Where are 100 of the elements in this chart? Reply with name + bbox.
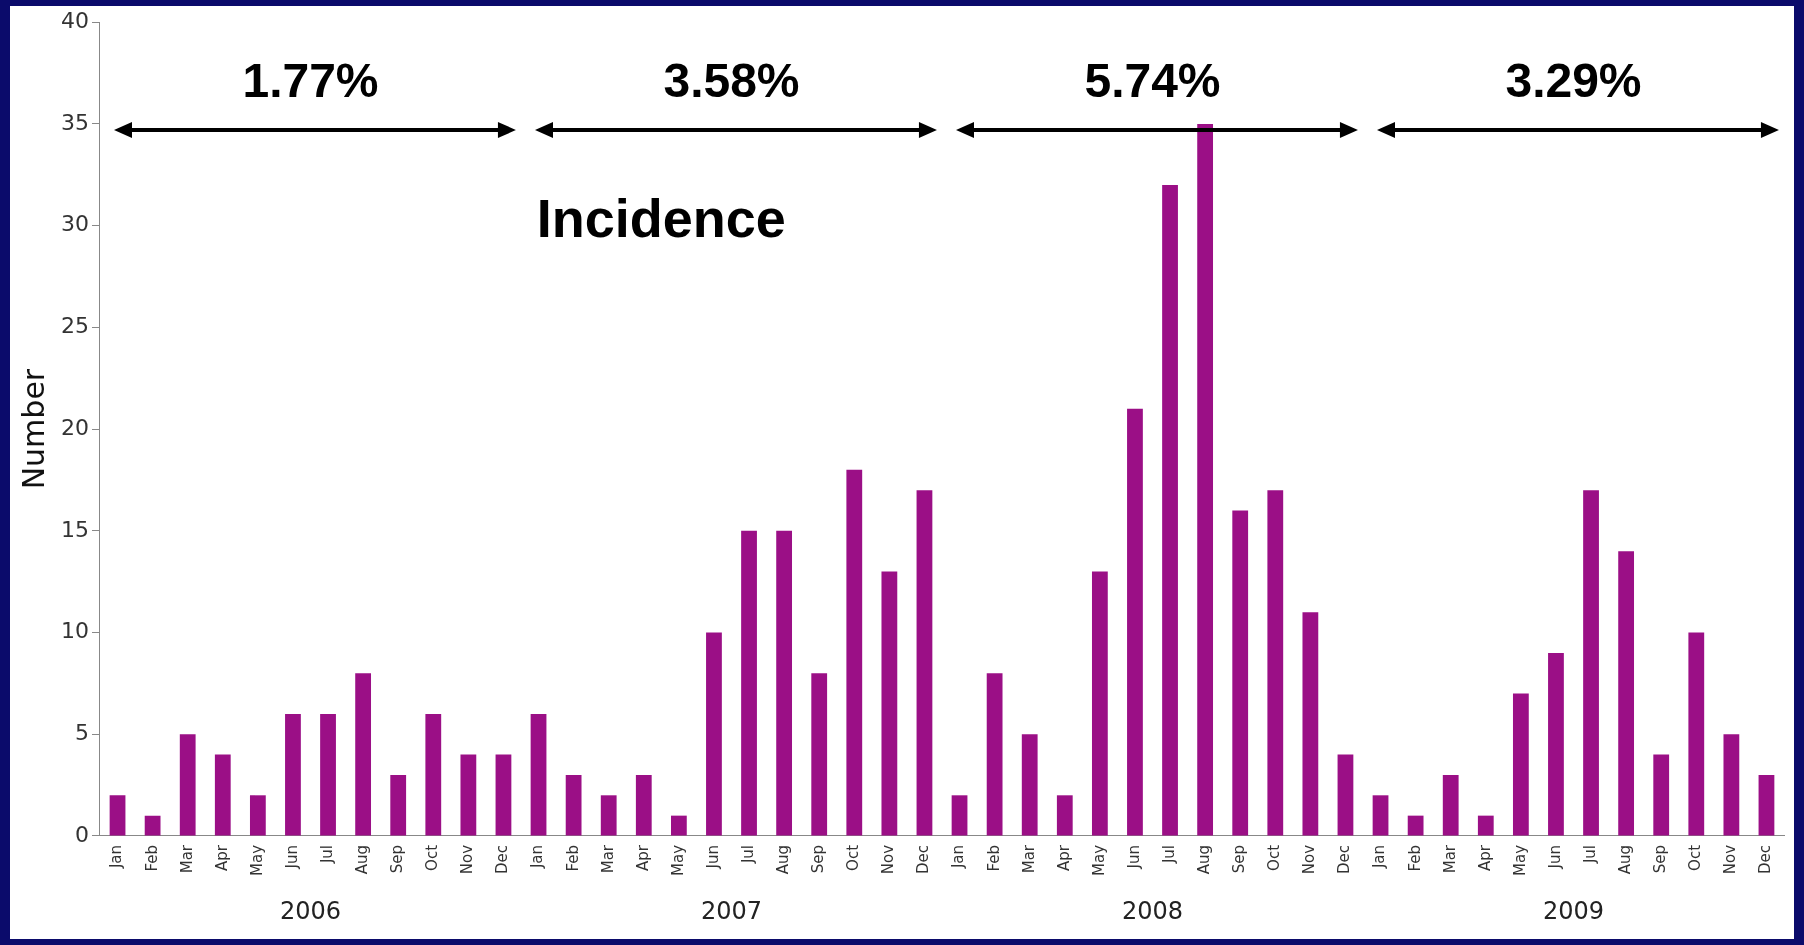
bar	[1548, 652, 1564, 836]
annotation: 5.74%	[1084, 54, 1221, 108]
bar	[600, 795, 617, 836]
x-tick-label: May	[668, 844, 687, 876]
annotation: 3.29%	[1505, 54, 1642, 108]
x-tick-label: Nov	[458, 844, 477, 875]
x-tick-label: May	[1089, 844, 1108, 876]
bar	[1477, 815, 1494, 836]
bar	[706, 632, 722, 836]
bar	[425, 713, 442, 836]
x-tick-label: Sep	[1230, 844, 1249, 874]
x-tick-label: Nov	[1721, 844, 1740, 875]
x-tick-label: Aug	[774, 844, 793, 875]
x-tick-label: Oct	[1265, 844, 1284, 871]
y-tick-label: 0	[74, 821, 89, 847]
bar	[951, 795, 968, 836]
bar	[846, 469, 863, 836]
bar	[776, 530, 793, 836]
x-tick-label: May	[247, 844, 266, 876]
x-tick-label: Nov	[879, 844, 898, 875]
bar	[1758, 774, 1775, 836]
bar	[1056, 795, 1073, 836]
bar	[635, 774, 652, 836]
bar	[1442, 774, 1459, 836]
x-tick-label: Dec	[493, 844, 512, 875]
bar	[1267, 490, 1284, 836]
annotation: Incidence	[536, 188, 786, 249]
bar	[1618, 551, 1635, 836]
x-tick-label: Sep	[1651, 844, 1670, 874]
bar	[1653, 754, 1670, 836]
x-tick-label: Apr	[1054, 844, 1073, 871]
x-tick-label: Aug	[1616, 844, 1635, 875]
y-axis-title: Number	[15, 368, 51, 490]
x-tick-label: Dec	[1335, 844, 1354, 875]
y-tick-label: 10	[60, 618, 89, 644]
x-tick-label: Feb	[142, 844, 161, 872]
bar	[495, 754, 512, 836]
bar	[390, 774, 407, 836]
annotation: 3.58%	[663, 54, 800, 108]
x-tick-label: Jan	[528, 844, 547, 870]
y-tick-label: 35	[60, 109, 89, 135]
y-tick-label: 25	[60, 313, 89, 339]
bar	[881, 571, 898, 836]
bar	[986, 673, 1003, 836]
x-tick-label: Jul	[1580, 844, 1599, 865]
bar	[460, 754, 477, 836]
x-tick-label: Nov	[1300, 844, 1319, 875]
x-tick-label: Jun	[1124, 844, 1143, 870]
text: 2008	[1121, 897, 1184, 926]
x-tick-label: Dec	[914, 844, 933, 875]
bar	[741, 530, 757, 836]
bar	[1723, 734, 1740, 836]
bar	[1127, 408, 1143, 836]
x-tick-label: May	[1510, 844, 1529, 876]
x-tick-label: Jul	[1159, 844, 1178, 865]
bar	[1583, 490, 1599, 836]
bar	[355, 673, 372, 836]
y-tick-label: 15	[60, 516, 89, 542]
bar	[1512, 693, 1529, 836]
bar	[670, 815, 687, 836]
bar	[1688, 632, 1705, 836]
annotation: 1.77%	[242, 54, 379, 108]
x-tick-label: Mar	[1019, 844, 1038, 874]
bar	[1232, 510, 1249, 836]
x-tick-label: Jun	[703, 844, 722, 870]
bar	[1302, 612, 1319, 836]
x-tick-label: Jun	[282, 844, 301, 870]
x-tick-label: Apr	[633, 844, 652, 871]
y-tick-label: 20	[60, 414, 89, 440]
bar	[144, 815, 161, 836]
bar	[1407, 815, 1424, 836]
x-tick-label: Dec	[1756, 844, 1775, 875]
text: 2006	[279, 897, 342, 926]
x-tick-label: Mar	[1440, 844, 1459, 874]
y-tick-label: 30	[60, 211, 89, 237]
x-tick-label: Aug	[1195, 844, 1214, 875]
bar	[285, 713, 301, 836]
x-tick-label: Jan	[949, 844, 968, 870]
x-tick-label: Oct	[844, 844, 863, 871]
x-tick-label: Jul	[317, 844, 336, 865]
x-tick-label: Feb	[984, 844, 1003, 872]
x-tick-label: Apr	[1475, 844, 1494, 871]
bar	[1021, 734, 1038, 836]
x-tick-label: Mar	[177, 844, 196, 874]
x-tick-label: Jan	[107, 844, 126, 870]
x-tick-label: Jun	[1545, 844, 1564, 870]
x-tick-label: Feb	[563, 844, 582, 872]
bar	[1337, 754, 1354, 836]
y-tick-label: 40	[60, 7, 89, 33]
x-tick-label: Jan	[1370, 844, 1389, 870]
bar	[1091, 571, 1108, 836]
bar	[916, 490, 933, 836]
text: 2007	[700, 897, 763, 926]
x-tick-label: Oct	[423, 844, 442, 871]
bar	[565, 774, 582, 836]
text: 2009	[1542, 897, 1605, 926]
x-tick-label: Jul	[738, 844, 757, 865]
x-tick-label: Apr	[212, 844, 231, 871]
x-tick-label: Feb	[1405, 844, 1424, 872]
bar	[1162, 184, 1178, 836]
